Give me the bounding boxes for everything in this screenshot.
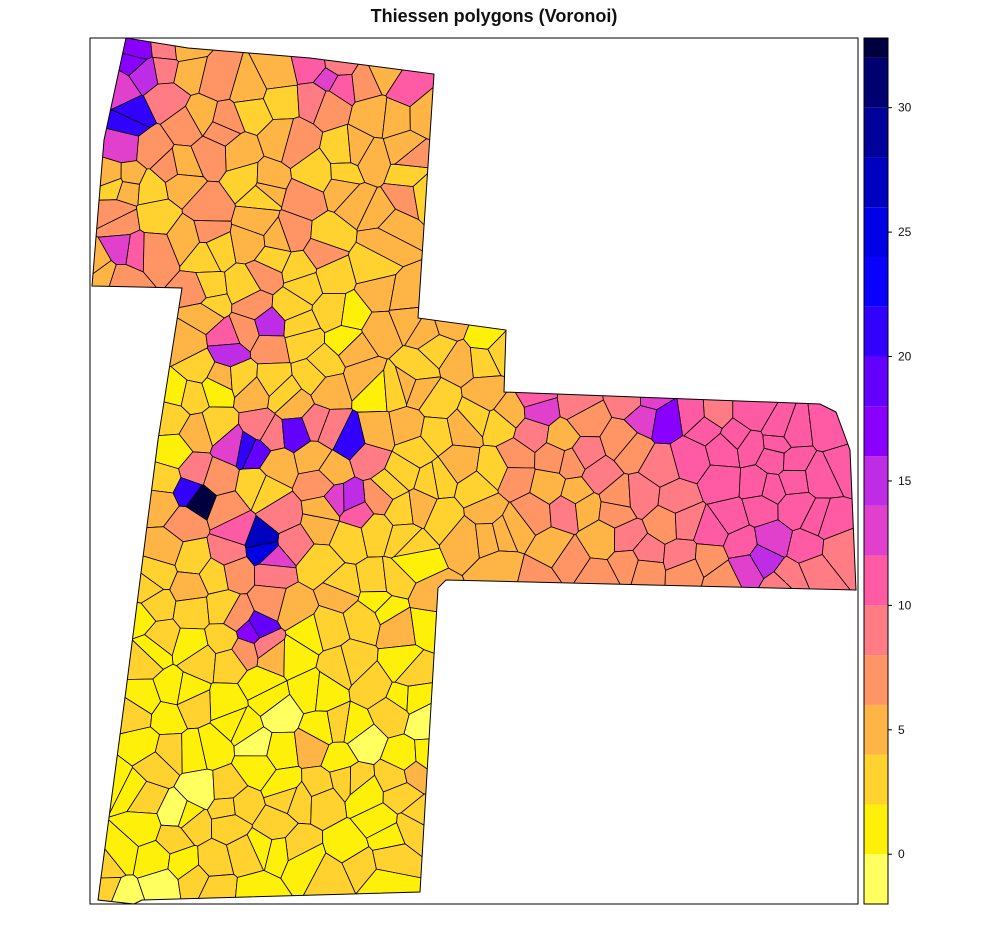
- voronoi-cell: [355, 556, 388, 593]
- voronoi-cell: [332, 409, 366, 461]
- voronoi-cell: [463, 38, 774, 350]
- voronoi-cell: [804, 38, 856, 453]
- legend-bin: [864, 854, 888, 904]
- page-title: Thiessen polygons (Voronoi): [370, 6, 618, 26]
- legend-tick-label: 5: [898, 723, 905, 737]
- legend-bin: [864, 555, 888, 606]
- voronoi-cell: [749, 544, 785, 579]
- voronoi-cell: [523, 397, 561, 427]
- voronoi-cell: [703, 571, 856, 904]
- voronoi-cell: [92, 38, 153, 60]
- voronoi-cell: [131, 634, 174, 670]
- legend-bin: [864, 456, 888, 506]
- voronoi-cell: [414, 708, 856, 847]
- voronoi-cell: [253, 563, 299, 589]
- legend-bin: [864, 605, 888, 656]
- voronoi-cell: [206, 343, 252, 368]
- voronoi-cell: [487, 127, 705, 379]
- legend-bin: [864, 157, 888, 208]
- voronoi-cell: [149, 38, 178, 61]
- voronoi-cell: [403, 673, 856, 741]
- legend-tick-label: 25: [898, 225, 912, 239]
- legend-bin: [864, 804, 888, 855]
- voronoi-cell: [385, 38, 504, 107]
- voronoi-cell: [732, 38, 856, 432]
- legend-tick-label: 30: [898, 101, 912, 115]
- voronoi-cell: [235, 430, 257, 471]
- voronoi-cell: [97, 233, 131, 266]
- region-boundary: [91, 37, 857, 905]
- voronoi-cell: [660, 558, 705, 732]
- voronoi-cell: [92, 526, 184, 566]
- voronoi-cell: [798, 554, 856, 700]
- voronoi-cell: [571, 436, 607, 470]
- voronoi-cell: [698, 206, 734, 429]
- voronoi-cell: [355, 227, 433, 268]
- voronoi-cell: [660, 559, 750, 904]
- voronoi-cell: [300, 495, 341, 522]
- legend-bin: [864, 406, 888, 457]
- voronoi-cell: [92, 259, 117, 378]
- legend-tick-label: 10: [898, 598, 912, 612]
- legend-bin: [864, 306, 888, 357]
- voronoi-cell: [281, 417, 311, 454]
- color-legend: 0 5 10 15 20 25 30: [863, 37, 912, 905]
- voronoi-cell: [799, 497, 831, 537]
- legend-bin: [864, 655, 888, 705]
- legend-frame: [863, 37, 889, 905]
- voronoi-cell: [244, 515, 280, 549]
- legend-bin: [864, 704, 888, 755]
- legend-bin: [864, 256, 888, 307]
- voronoi-cell: [400, 790, 856, 904]
- legend-bin: [864, 356, 888, 407]
- map-frame: [89, 37, 859, 905]
- voronoi-cell: [567, 557, 663, 904]
- voronoi-cell: [92, 433, 194, 470]
- legend-bin: [864, 207, 888, 257]
- voronoi-cell: [500, 553, 570, 828]
- legend-bin: [864, 754, 888, 805]
- voronoi-cell: [556, 296, 604, 421]
- voronoi-cell: [185, 484, 217, 521]
- legend-tick-label: 20: [898, 350, 912, 364]
- legend-bin: [864, 57, 888, 108]
- voronoi-cell: [254, 306, 286, 337]
- voronoi-cell: [248, 610, 282, 639]
- voronoi-cell: [312, 67, 339, 92]
- legend-tick-label: 0: [898, 847, 905, 861]
- voronoi-cell: [429, 227, 507, 342]
- voronoi-cell: [396, 812, 583, 904]
- legend-bin: [864, 505, 888, 556]
- voronoi-cell: [640, 38, 761, 411]
- legend-bin: [864, 107, 888, 158]
- voronoi-cell: [409, 38, 856, 165]
- voronoi-cell: [412, 154, 856, 314]
- voronoi-cell: [585, 38, 645, 421]
- legend-tick-label: 15: [898, 474, 912, 488]
- legend-bin: [864, 38, 888, 58]
- voronoi-cell: [172, 596, 210, 630]
- voronoi-cell: [343, 476, 366, 512]
